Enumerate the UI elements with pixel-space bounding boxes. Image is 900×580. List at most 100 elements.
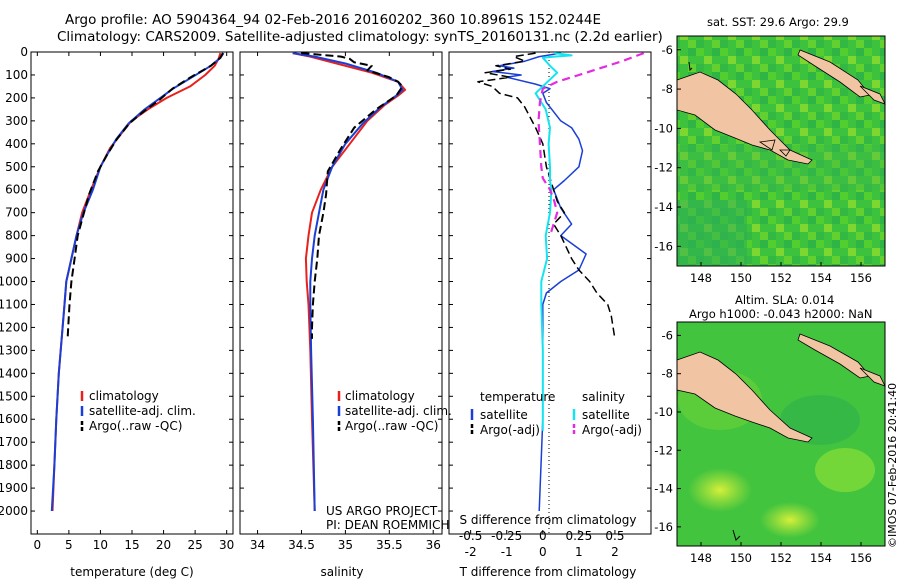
- sla-map-title-line1: Altim. SLA: 0.014: [735, 293, 835, 307]
- sla_map-axes: 148 150 152 154 156 -6 -8 -10 -12 -14 -16: [654, 328, 872, 565]
- sla_map-ytick-label: -14: [654, 482, 673, 496]
- sst_map-ytick-label: -10: [654, 121, 673, 135]
- temperature-xtick-label: 30: [219, 538, 234, 552]
- diff-legend-head-salinity: salinity: [582, 390, 625, 404]
- sla-blob-4: [815, 448, 875, 492]
- salinity-axes-frame: [239, 51, 443, 535]
- sla_map-ytick-label: -12: [654, 443, 673, 457]
- salinity-series-argo-raw-qc-: [301, 52, 404, 339]
- temperature-legend-label: Argo(..raw -QC): [89, 419, 182, 433]
- profile-title: Argo profile: AO 5904364_94 02-Feb-2016 …: [65, 12, 602, 28]
- sst_map-xtick-label: 156: [850, 271, 872, 285]
- salinity-xtick-label: 36: [426, 538, 441, 552]
- sla_map-xtick-label: 154: [810, 551, 832, 565]
- diff-s-tick-label: 0.25: [565, 529, 592, 543]
- sla_map-xtick-label: 150: [730, 551, 752, 565]
- sst_map-xtick-label: 152: [770, 271, 792, 285]
- diff-series-salinity-argo-adj-: [537, 52, 645, 236]
- temperature-xtick-label: 10: [93, 538, 108, 552]
- diff-legend-label: Argo(-adj): [480, 423, 540, 437]
- salinity-series-climatology: [292, 52, 407, 512]
- diff-s-tick-label: -0.25: [491, 529, 522, 543]
- sla_map-ytick-label: -10: [654, 405, 673, 419]
- sst-map-title: sat. SST: 29.6 Argo: 29.9: [707, 15, 849, 29]
- salinity-legend-label: Argo(..raw -QC): [345, 419, 438, 433]
- temperature-series-satellite-adj-clim-: [50, 52, 225, 512]
- diff-t-tick-label: -1: [501, 545, 513, 559]
- pressure-tick-label: 1600: [0, 412, 28, 426]
- sla_map-xtick-label: 156: [850, 551, 872, 565]
- climatology-subtitle: Climatology: CARS2009. Satellite-adjuste…: [57, 29, 663, 45]
- new-guinea-land: [676, 71, 813, 165]
- pressure-tick-label: 800: [5, 229, 28, 243]
- sst-map-argo-mark: [688, 61, 693, 72]
- temperature-series-climatology: [51, 52, 222, 512]
- salinity-chart: 34 34.5 35 35.5 36 salinity climatologysatelli…: [240, 51, 452, 579]
- pressure-tick-label: 2000: [0, 504, 28, 518]
- difference-axes-frame: [448, 51, 652, 535]
- diff-legend-label: satellite: [582, 408, 630, 422]
- pressure-tick-label: 500: [5, 160, 28, 174]
- diff-t-tick-label: 2: [611, 545, 619, 559]
- diff-t-tick-label: -2: [465, 545, 477, 559]
- sla-new-guinea-land: [676, 351, 813, 443]
- temperature-legend-label: climatology: [89, 389, 159, 403]
- pressure-tick-label: 1100: [0, 297, 28, 311]
- pressure-tick-label: 1400: [0, 366, 28, 380]
- sla-map: [676, 321, 886, 547]
- salinity-legend-label: climatology: [345, 389, 415, 403]
- salinity-xtick-label: 34.5: [288, 538, 315, 552]
- temperature-xtick-label: 5: [65, 538, 73, 552]
- salinity-xtick-label: 35: [338, 538, 353, 552]
- salinity-xtick-label: 34: [250, 538, 265, 552]
- pressure-tick-label: 300: [5, 114, 28, 128]
- diff-s-tick-label: 0: [539, 529, 547, 543]
- diff-t-tick-label: 1: [575, 545, 583, 559]
- pressure-tick-label: 0: [20, 45, 28, 59]
- islands-land: [758, 139, 791, 157]
- diff-series-salinity-satellite: [534, 52, 573, 431]
- sla_map-ytick-label: -6: [662, 328, 673, 342]
- diff-legend-label: satellite: [480, 408, 528, 422]
- diff-t-tick-label: 0: [539, 545, 547, 559]
- temperature-xtick-label: 20: [156, 538, 171, 552]
- pressure-tick-label: 1300: [0, 343, 28, 357]
- temperature-chart: 0 5 10 15 20 25 300100200300400500600700800900…: [0, 45, 234, 579]
- new-britain-land: [797, 49, 871, 98]
- salinity-series-satellite-adj-clim-: [292, 52, 404, 512]
- pi-note: PI: DEAN ROEMMICH: [326, 518, 449, 532]
- pressure-tick-label: 900: [5, 252, 28, 266]
- sla-new-britain-land: [797, 333, 871, 379]
- pressure-tick-label: 100: [5, 68, 28, 82]
- temperature-axis-label: temperature (deg C): [70, 565, 193, 579]
- sst_map-ytick-label: -8: [662, 82, 673, 96]
- sst-cool-patch: [677, 200, 747, 266]
- sla_map-xtick-label: 148: [690, 551, 712, 565]
- sst_map-axes: 148 150 152 154 156 -6 -8 -10 -12 -14 -16: [654, 43, 872, 285]
- pressure-tick-label: 1900: [0, 481, 28, 495]
- sla-map-mark: [732, 529, 741, 541]
- diff-s-axis-label: S difference from climatology: [460, 513, 637, 527]
- pressure-tick-label: 1800: [0, 458, 28, 472]
- temperature-xtick-label: 25: [187, 538, 202, 552]
- diff-s-tick-label: 0.5: [605, 529, 624, 543]
- sst_map-xtick-label: 150: [730, 271, 752, 285]
- pressure-tick-label: 1000: [0, 275, 28, 289]
- sla-map-title-line2: Argo h1000: -0.043 h2000: NaN: [689, 307, 873, 321]
- diff-legend-head-temperature: temperature: [480, 390, 555, 404]
- temperature-legend-label: satellite-adj. clim.: [89, 404, 196, 418]
- project-note: US ARGO PROJECT: [326, 504, 438, 518]
- temperature-axes-frame: [30, 51, 234, 535]
- temperature-xtick-label: 0: [33, 538, 41, 552]
- diff-series-temperature-argo-adj-: [477, 52, 616, 340]
- sst_map-ytick-label: -6: [662, 43, 673, 57]
- pressure-tick-label: 1700: [0, 435, 28, 449]
- diff-legend-label: Argo(-adj): [582, 423, 642, 437]
- sla-blob-3: [760, 502, 820, 538]
- pressure-tick-label: 200: [5, 91, 28, 105]
- pressure-tick-label: 400: [5, 137, 28, 151]
- sst_map-xtick-label: 148: [690, 271, 712, 285]
- sla-blob-2: [688, 468, 752, 512]
- pressure-tick-label: 1500: [0, 389, 28, 403]
